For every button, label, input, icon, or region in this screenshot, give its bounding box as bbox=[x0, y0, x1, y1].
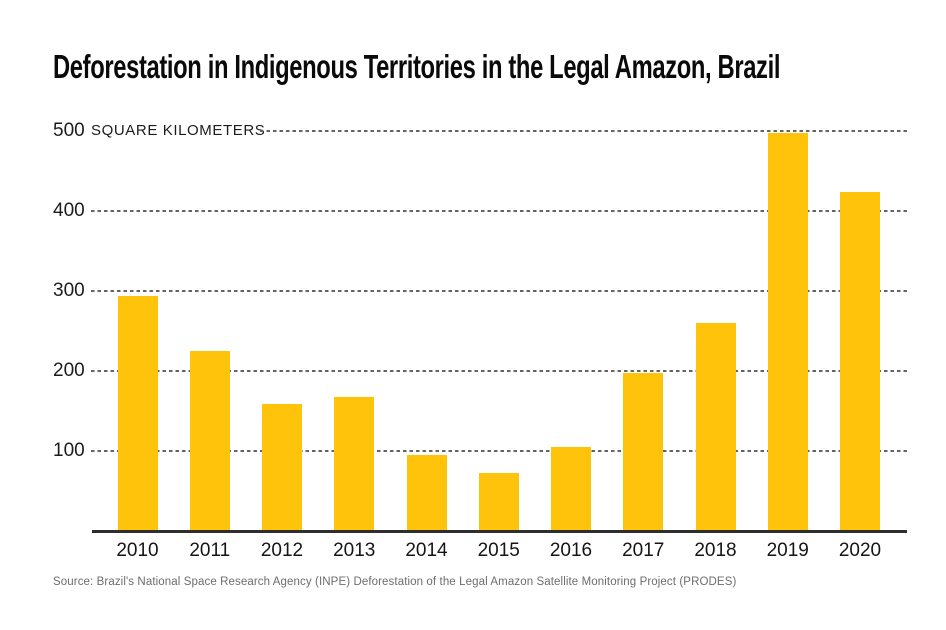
x-tick-label-2013: 2013 bbox=[333, 540, 376, 561]
x-tick-label-2015: 2015 bbox=[477, 540, 520, 561]
plot-area: 500 SQUARE KILOMETERS 400 300 200 100 2010 2011… bbox=[53, 0, 907, 630]
x-tick-label-2019: 2019 bbox=[766, 540, 809, 561]
bar-2020 bbox=[840, 192, 880, 531]
x-tick-label-2010: 2010 bbox=[116, 540, 159, 561]
bar-2011 bbox=[189, 350, 230, 531]
y-tick-label: 300 bbox=[53, 279, 85, 301]
x-tick-label-2017: 2017 bbox=[622, 540, 665, 561]
x-axis-line bbox=[92, 530, 907, 533]
y-tick-label: 500 bbox=[53, 119, 85, 141]
x-tick-label-2020: 2020 bbox=[838, 540, 882, 561]
x-tick-label-2011: 2011 bbox=[189, 540, 231, 561]
x-tick-label-2018: 2018 bbox=[694, 540, 737, 561]
chart-title: Deforestation in Indigenous Territories … bbox=[53, 48, 781, 85]
bar-2010 bbox=[117, 296, 158, 531]
bar-2017 bbox=[623, 373, 664, 531]
bar-2015 bbox=[478, 473, 519, 531]
bar-2018 bbox=[695, 322, 736, 531]
dashed-gridline bbox=[260, 129, 907, 132]
x-tick-label-2016: 2016 bbox=[549, 540, 593, 561]
bar-2013 bbox=[334, 397, 375, 531]
y-tick-label: 200 bbox=[53, 359, 85, 381]
bar-2016 bbox=[551, 446, 591, 531]
y-axis-unit-label: SQUARE KILOMETERS bbox=[91, 121, 266, 139]
y-tick-label: 400 bbox=[53, 199, 85, 221]
bar-2019 bbox=[767, 132, 808, 531]
dashed-gridline bbox=[91, 289, 907, 292]
x-tick-label-2012: 2012 bbox=[260, 540, 304, 561]
x-tick-label-2014: 2014 bbox=[405, 540, 448, 561]
dashed-gridline bbox=[91, 449, 907, 452]
bar-2012 bbox=[262, 404, 302, 531]
dashed-gridline bbox=[91, 209, 907, 212]
dashed-gridline bbox=[91, 369, 907, 372]
y-tick-label: 100 bbox=[53, 439, 85, 461]
bar-2014 bbox=[406, 454, 447, 531]
source-note: Source: Brazil's National Space Research… bbox=[53, 576, 737, 588]
